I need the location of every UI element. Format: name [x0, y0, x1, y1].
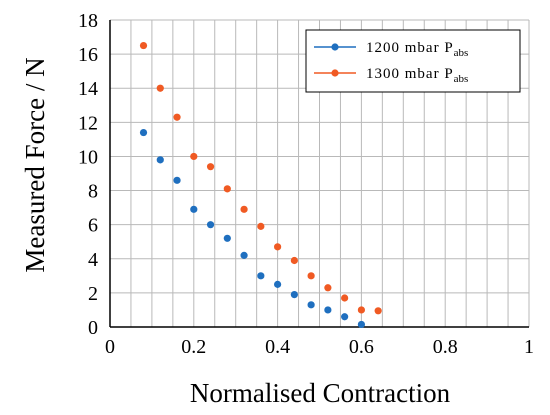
legend-label-series-1: 1200 mbar Pabs [366, 40, 468, 59]
axes [109, 20, 529, 328]
legend-box [305, 29, 521, 93]
data-point-series-1 [173, 176, 181, 184]
legend-label-subscript: abs [454, 47, 469, 59]
data-point-series-2 [206, 163, 215, 171]
y-tick-label: 4 [88, 249, 98, 271]
data-point-series-1 [357, 320, 365, 329]
y-tick-label: 2 [88, 283, 98, 305]
x-tick-label: 0.2 [181, 336, 206, 358]
data-point-series-2 [240, 205, 248, 213]
data-point-series-2 [357, 306, 365, 314]
data-point-series-2 [156, 84, 164, 92]
y-axis-label: Measured Force / N [20, 57, 50, 272]
x-tick-label: 0.6 [349, 336, 374, 358]
y-tick-label: 18 [78, 10, 98, 32]
data-point-series-2 [139, 41, 148, 50]
data-point-series-2 [173, 113, 181, 121]
data-point-series-1 [290, 290, 298, 299]
legend-label-subscript: abs [454, 73, 469, 85]
data-point-series-2 [374, 307, 382, 315]
data-point-series-1 [190, 205, 198, 213]
data-point-series-1 [240, 251, 248, 259]
data-point-series-1 [223, 234, 231, 242]
data-point-series-2 [324, 284, 332, 292]
y-tick-label: 10 [78, 146, 98, 168]
x-tick-label: 0 [105, 336, 115, 358]
y-tick-label: 6 [88, 215, 98, 237]
data-point-series-2 [274, 243, 282, 251]
legend: 1200 mbar Pabs 1300 mbar Pabs [305, 29, 521, 93]
data-point-series-1 [324, 306, 332, 314]
y-tick-label: 16 [78, 44, 98, 66]
data-point-series-2 [257, 222, 265, 230]
x-tick-label: 0.4 [265, 336, 290, 358]
x-tick-label: 1 [524, 336, 534, 358]
y-tick-label: 14 [78, 78, 98, 100]
data-point-series-1 [307, 301, 315, 309]
x-tick-label: 0.8 [433, 336, 458, 358]
data-point-series-1 [139, 128, 148, 137]
legend-marker-series-1 [331, 43, 339, 51]
data-point-series-1 [341, 313, 349, 321]
y-tick-label: 8 [88, 181, 98, 203]
data-point-series-1 [257, 272, 265, 280]
legend-label-series-2: 1300 mbar Pabs [366, 66, 468, 85]
data-point-series-1 [156, 156, 164, 164]
data-point-series-2 [223, 185, 231, 193]
x-axis-label: Normalised Contraction [190, 378, 451, 408]
data-point-series-2 [307, 272, 315, 280]
data-point-series-2 [341, 294, 349, 302]
legend-marker-series-2 [331, 69, 339, 77]
data-point-series-2 [190, 152, 198, 161]
y-tick-label: 12 [78, 112, 98, 134]
y-tick-label: 0 [88, 317, 98, 339]
data-point-series-2 [290, 256, 298, 265]
data-points [139, 41, 382, 329]
data-point-series-1 [206, 221, 215, 229]
data-point-series-1 [274, 280, 282, 288]
